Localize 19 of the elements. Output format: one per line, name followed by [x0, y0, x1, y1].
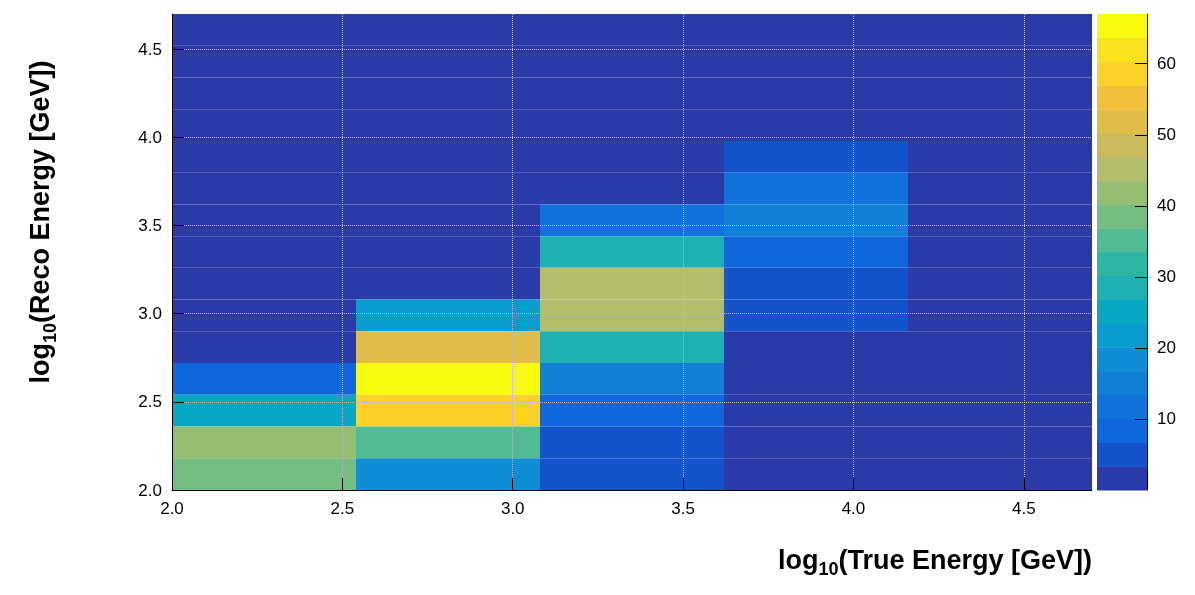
x-axis-title: log$_{10}$(True Energy [GeV]): [777, 545, 1092, 581]
x-tick-label: 3.5: [671, 499, 695, 518]
y-tick-label: 3.5: [138, 216, 162, 236]
y-tick-label: 3.0: [138, 304, 162, 324]
color-bar-label: 60: [1157, 54, 1176, 74]
y-tick-label: 4.0: [138, 127, 162, 147]
color-bar-label: 40: [1157, 196, 1176, 216]
y-tick-label: 4.5: [138, 39, 162, 59]
color-bar-label: 30: [1157, 267, 1176, 287]
x-tick-label: 3.0: [500, 499, 525, 518]
color-bar-label: 20: [1157, 338, 1176, 358]
color-bar-label: 10: [1157, 409, 1176, 429]
x-tick-label: 4.0: [841, 499, 866, 518]
y-tick-label: 2.0: [138, 480, 162, 500]
x-tick-label: 2.0: [160, 499, 184, 518]
x-tick-label: 2.5: [330, 499, 355, 518]
color-bar-label: 50: [1157, 125, 1176, 145]
x-tick-label: 4.5: [1012, 499, 1036, 518]
y-tick-label: 2.5: [138, 392, 162, 412]
